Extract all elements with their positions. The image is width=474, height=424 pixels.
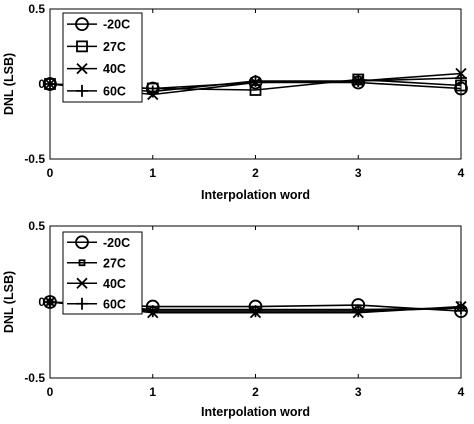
legend-marker — [76, 62, 88, 75]
x-tick-label: 4 — [458, 385, 465, 399]
y-tick-label: -0.5 — [24, 371, 45, 385]
legend: -20C 27C 40C 60C — [62, 231, 143, 315]
x-axis-label: Interpolation word — [201, 188, 310, 202]
x-tick-label: 2 — [252, 385, 259, 399]
legend-label: -20C — [103, 236, 130, 250]
y-tick-label: 0.5 — [28, 2, 45, 16]
x-tick-label: 2 — [252, 166, 259, 180]
y-axis-label: DNL (LSB) — [2, 271, 16, 333]
data-point — [146, 85, 159, 98]
x-tick-label: 1 — [149, 166, 156, 180]
legend-label: 40C — [103, 62, 126, 76]
data-point — [44, 78, 56, 90]
legend-marker — [76, 297, 88, 310]
legend-label: -20C — [103, 18, 130, 32]
legend-marker — [76, 84, 88, 97]
data-point — [455, 302, 467, 315]
legend-label: 40C — [103, 277, 126, 291]
data-point — [249, 75, 262, 87]
x-axis-label: Interpolation word — [201, 405, 310, 419]
data-point — [44, 296, 56, 308]
legend-entry: 40C — [67, 62, 126, 76]
legend-marker — [75, 17, 89, 32]
y-tick-label: 0 — [38, 295, 45, 309]
legend-entry: -20C — [67, 235, 130, 250]
legend-label: 60C — [103, 84, 126, 98]
data-point — [352, 75, 365, 87]
legend-marker — [75, 235, 89, 250]
legend-entry: 27C — [67, 256, 126, 270]
legend-marker — [76, 40, 88, 53]
legend-entry: 60C — [67, 297, 126, 311]
legend-entry: -20C — [67, 17, 130, 32]
y-tick-label: 0.5 — [28, 219, 45, 233]
legend-entry: 60C — [67, 84, 126, 98]
legend-entry: 40C — [67, 277, 126, 291]
legend-marker — [78, 259, 86, 267]
y-tick-label: 0 — [38, 77, 45, 91]
y-axis-label: DNL (LSB) — [2, 53, 16, 115]
legend-box — [62, 12, 143, 103]
y-tick-label: -0.5 — [24, 152, 45, 166]
legend: -20C 27C 40C 60C — [62, 12, 143, 103]
data-point — [249, 305, 262, 318]
data-point — [455, 72, 467, 84]
legend-label: 27C — [103, 40, 126, 54]
x-tick-label: 0 — [47, 385, 54, 399]
x-tick-label: 3 — [355, 385, 362, 399]
legend-label: 60C — [103, 297, 126, 311]
x-tick-label: 4 — [458, 166, 465, 180]
legend-label: 27C — [103, 256, 126, 270]
legend-entry: 27C — [67, 40, 126, 54]
x-tick-label: 3 — [355, 166, 362, 180]
x-tick-label: 0 — [47, 166, 54, 180]
data-point — [352, 305, 365, 318]
data-point — [146, 305, 159, 318]
legend-marker — [76, 277, 88, 289]
x-tick-label: 1 — [149, 385, 156, 399]
